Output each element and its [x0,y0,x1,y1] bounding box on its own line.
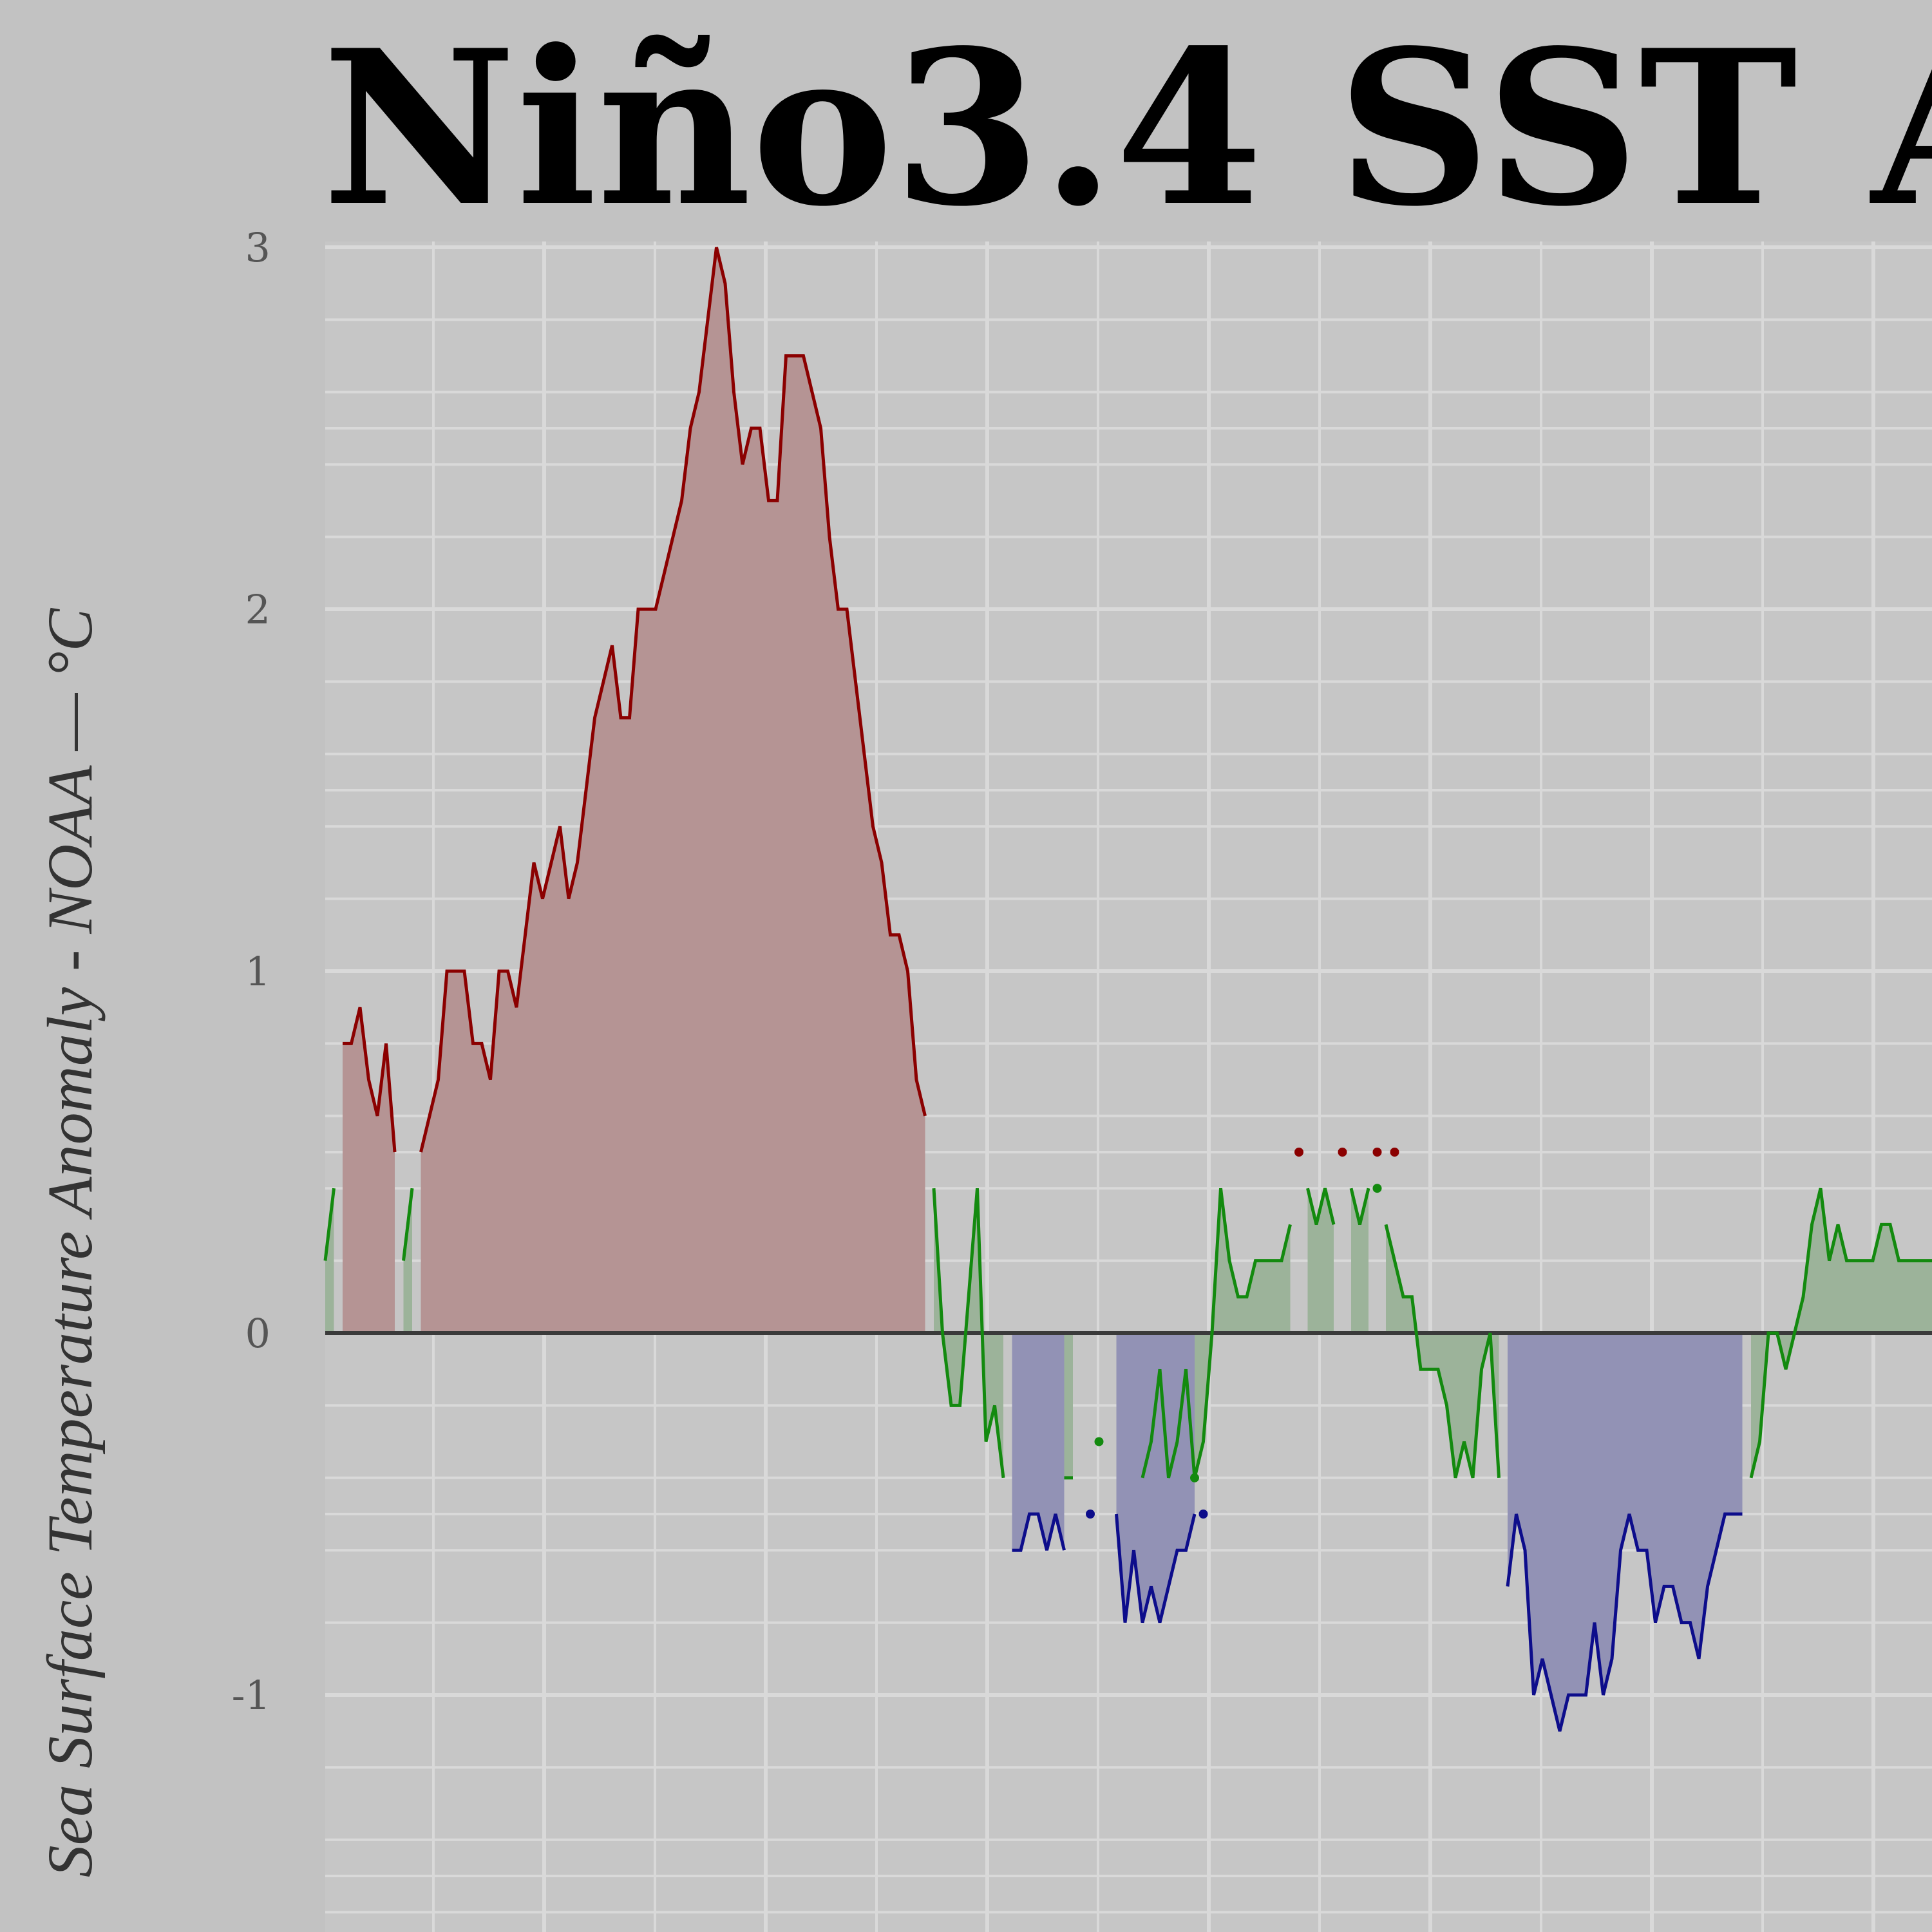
area-neutral [1307,1188,1334,1333]
area-warm [421,247,925,1333]
series-lines [323,247,1932,1732]
area-neutral [325,1188,334,1333]
point-warm-points [1372,1148,1382,1157]
point-warm-points [1294,1148,1303,1157]
line-neutral [402,1188,414,1261]
area-neutral [403,1188,412,1333]
y-tick-labels: 3 2 1 0 -1 [232,224,270,1719]
area-cool [1508,1333,1743,1732]
line-neutral [1384,1224,1501,1479]
area-cool [1012,1333,1065,1551]
line-neutral [932,1188,1005,1479]
y-tick-label: 1 [245,948,270,995]
line-cool [1115,1513,1197,1624]
point-cool [1198,1510,1208,1519]
y-tick-label: 2 [245,586,270,633]
point-warm-points [1390,1148,1399,1157]
point-neutral [1094,1437,1104,1446]
area-cool [1116,1333,1195,1623]
area-neutral [1386,1224,1499,1478]
line-neutral [1749,1188,1932,1479]
area-neutral [1064,1333,1073,1478]
line-neutral [1141,1188,1292,1479]
area-neutral [1351,1188,1368,1333]
point-neutral [1190,1473,1199,1482]
point-neutral [1372,1184,1382,1193]
line-warm [343,1007,397,1153]
line-neutral [1306,1188,1336,1225]
line-warm [419,247,927,1153]
point-cool [1086,1510,1095,1519]
y-tick-label: -1 [232,1672,270,1719]
line-cool [1506,1512,1743,1732]
chart-title: Niño3.4 SST An [322,3,1932,253]
y-tick-label: 3 [245,224,270,271]
point-warm-points [1338,1148,1347,1157]
y-axis-label: Sea Surface Temperature Anomaly - NOAA —… [34,608,106,1878]
line-neutral [1349,1188,1370,1225]
line-cool [1012,1512,1066,1552]
y-tick-label: 0 [245,1310,270,1357]
line-neutral [323,1188,336,1261]
series-points [1086,1148,1399,1519]
